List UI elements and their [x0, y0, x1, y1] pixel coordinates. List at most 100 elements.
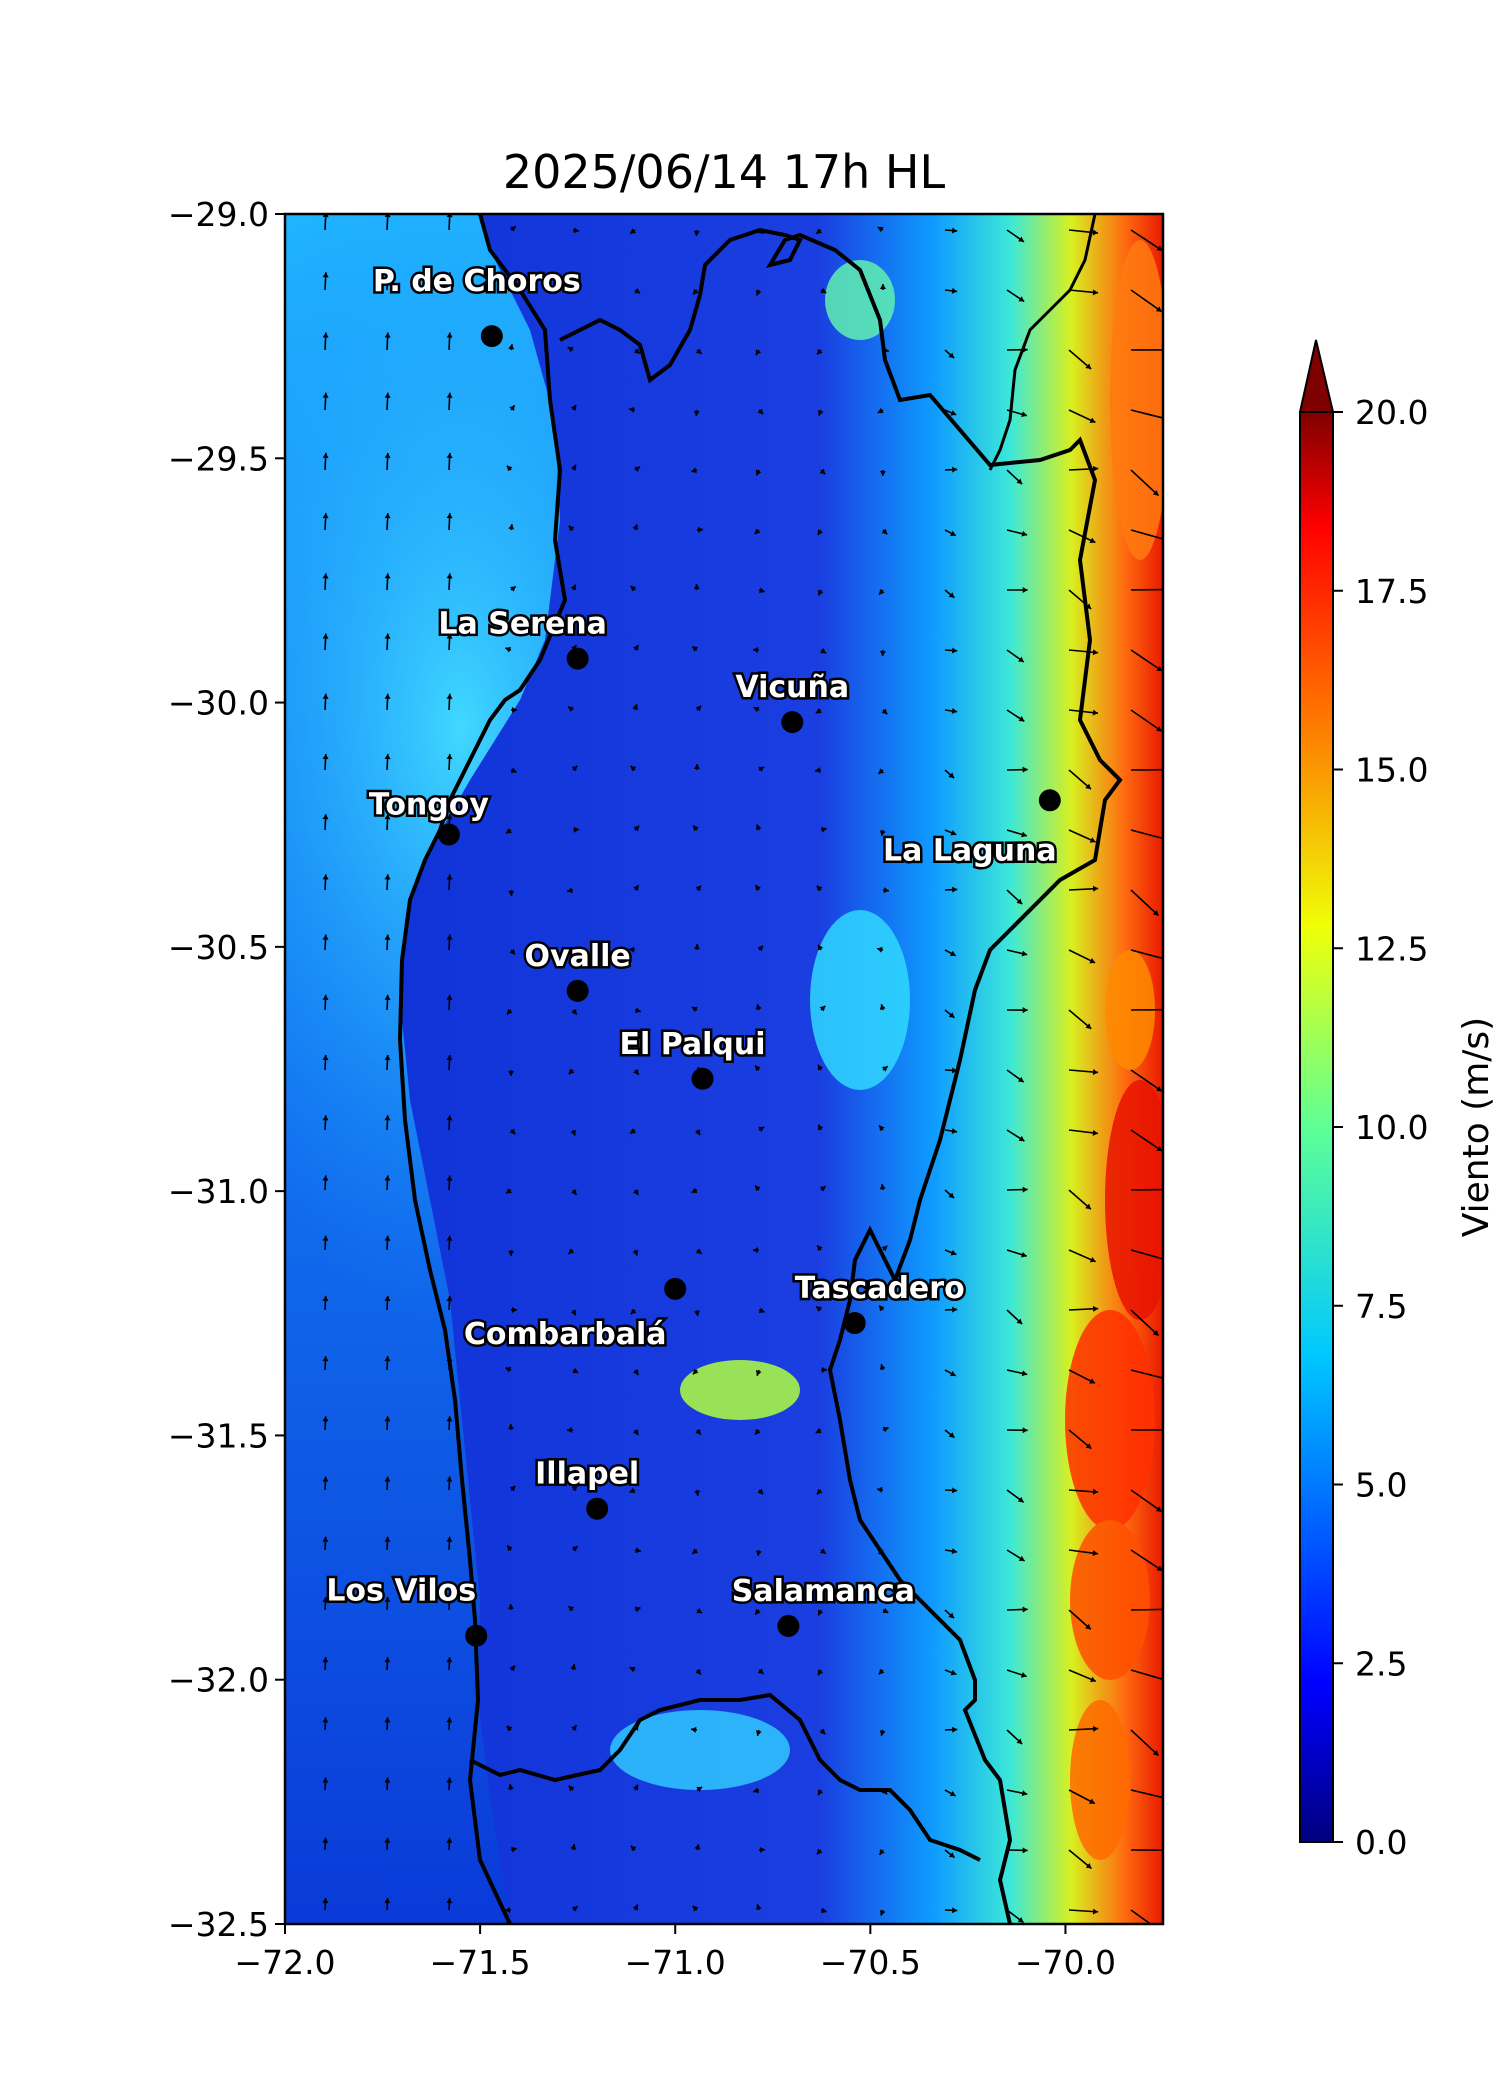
wind-arrow [1130, 1729, 1160, 1757]
wind-arrow-head [755, 1004, 762, 1010]
wind-arrow-head [1021, 1370, 1028, 1377]
wind-arrow-head [446, 1897, 453, 1904]
wind-arrow-head [1089, 1798, 1095, 1804]
wind-arrow-head [633, 1189, 639, 1195]
wind-arrow-head [322, 814, 329, 820]
wind-arrow-head [630, 1845, 637, 1852]
wind-arrow-head [570, 1664, 577, 1670]
wind-arrow-head [1085, 783, 1092, 790]
wind-arrow-head [384, 934, 391, 940]
wind-arrow-head [879, 830, 886, 836]
wind-arrow-head [1021, 1790, 1028, 1797]
wind-arrow-head [1156, 1145, 1163, 1152]
x-tick-label: −71.5 [430, 1943, 531, 1982]
internal-border [988, 214, 1097, 471]
wind-arrow-head [634, 1606, 641, 1613]
wind-arrow-head [509, 405, 515, 412]
wind-arrow-head [817, 1669, 824, 1676]
wind-arrow-head [1018, 656, 1024, 662]
wind-arrow-head [878, 768, 885, 774]
wind-arrow-head [1016, 478, 1023, 485]
wind-arrow-head [633, 645, 639, 651]
city-label: Tascadero [795, 1271, 965, 1306]
city-markers: P. de Choros La Serena Vicuña Tongoy La Lagu… [324, 262, 1061, 1647]
city-marker [437, 823, 460, 846]
wind-arrow-head [1092, 1488, 1099, 1495]
city-label: La Laguna [883, 833, 1057, 868]
wind-arrow-head [567, 1427, 573, 1434]
wind-arrow-head [691, 1187, 698, 1194]
wind-arrow-head [948, 1192, 955, 1199]
wind-arrow-head [755, 1730, 762, 1736]
wind-arrow [1130, 1129, 1163, 1152]
wind-arrow-head [508, 524, 515, 530]
wind-arrow-head [446, 814, 453, 820]
wind-arrow-head [567, 706, 574, 712]
wind-arrow-head [1156, 1927, 1162, 1932]
wind-arrow-head [384, 1356, 391, 1362]
wind-arrow [1130, 1369, 1163, 1379]
y-tick-label: −29.0 [168, 195, 269, 234]
wind-arrow-head [817, 1064, 824, 1071]
wind-arrow-head [1092, 1908, 1099, 1915]
wind-arrow-head [572, 1367, 579, 1374]
wind-arrow-head [950, 1669, 957, 1676]
wind-arrow-head [384, 1476, 391, 1482]
wind-arrow-head [952, 1907, 958, 1914]
wind-arrow-head [881, 1066, 888, 1072]
wind-arrow-head [816, 228, 823, 234]
wind-arrow-head [883, 887, 889, 894]
wind-arrow-head [322, 1777, 329, 1783]
wind-arrow-head [821, 1366, 827, 1373]
wind-arrow-head [879, 1909, 886, 1916]
x-tick-label: −72.0 [234, 1943, 335, 1982]
wind-arrow-head [1089, 1256, 1096, 1263]
wind-arrow-head [505, 1907, 511, 1914]
wind-arrow-head [446, 272, 453, 278]
wind-arrow-head [634, 466, 641, 473]
wind-arrow-head [446, 934, 453, 940]
y-tick-label: −30.0 [168, 684, 269, 723]
wind-arrow-head [629, 1487, 636, 1494]
wind-arrow-head [446, 1536, 453, 1542]
wind-arrow-head [568, 525, 575, 532]
wind-arrow-head [1092, 885, 1099, 892]
wind-arrow-head [571, 1725, 577, 1731]
wind-arrow-head [446, 1657, 453, 1663]
wind-arrow-head [695, 348, 702, 354]
wind-arrow-head [322, 332, 329, 338]
wind-arrow-head [949, 1370, 956, 1377]
wind-arrow-head [632, 704, 639, 710]
region-border [559, 227, 1123, 1924]
wind-arrow-head [322, 272, 329, 278]
wind-arrow-head [819, 468, 826, 475]
y-tick-label: −31.5 [168, 1416, 269, 1455]
wind-arrow-head [322, 392, 329, 398]
map-title: 2025/06/14 17h HL [503, 145, 946, 199]
x-axis: −72.0 −71.5 −71.0 −70.5 −70.0 [234, 1924, 1116, 1982]
wind-arrow-head [693, 764, 700, 770]
wind-arrow-head [695, 1668, 701, 1675]
wind-arrow-head [446, 1235, 453, 1241]
x-tick-label: −70.0 [1015, 1943, 1116, 1982]
wind-arrow-head [1092, 1129, 1098, 1136]
wind-arrow-head [882, 1426, 889, 1433]
wind-arrow-head [1085, 603, 1092, 609]
city-label: Combarbalá [464, 1317, 667, 1352]
wind-arrow [1130, 289, 1163, 313]
wind-arrow-head [879, 1004, 886, 1010]
wind-arrow-head [950, 1249, 957, 1256]
wind-arrow-head [882, 1607, 889, 1614]
wind-arrow-head [879, 1305, 885, 1312]
wind-arrow-head [322, 1476, 329, 1482]
city-marker [465, 1624, 488, 1647]
wind-arrow-head [1156, 1565, 1163, 1571]
wind-arrow-head [816, 1488, 823, 1495]
wind-arrow-head [1022, 346, 1028, 353]
wind-arrow-head [384, 1717, 391, 1723]
wind-arrow-head [819, 1548, 826, 1554]
wind-arrow-head [757, 1668, 764, 1674]
wind-arrow-head [446, 573, 453, 579]
wind-arrow-head [1089, 1378, 1096, 1384]
wind-arrow-head [817, 1609, 824, 1616]
